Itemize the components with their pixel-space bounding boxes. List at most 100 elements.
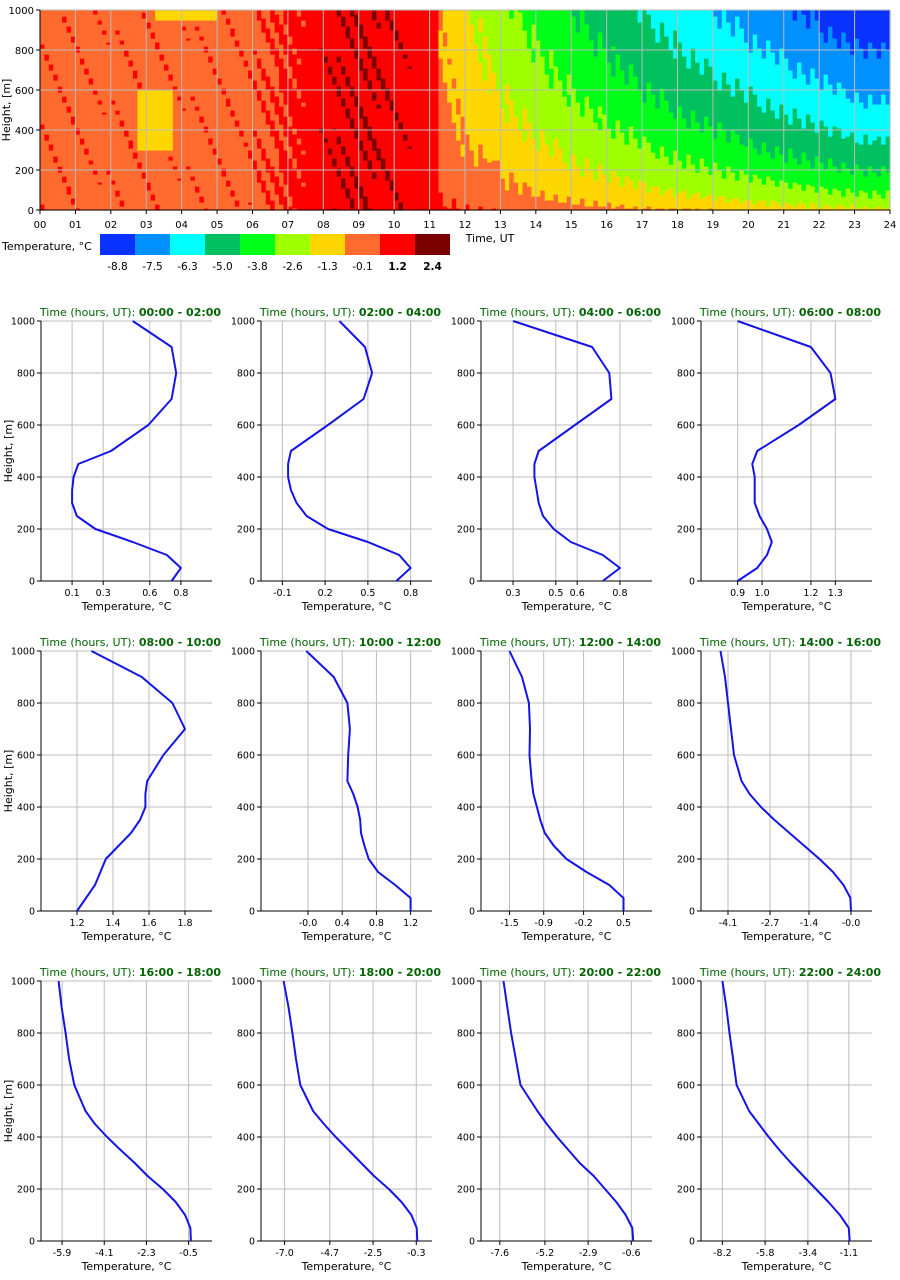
heatmap-cell <box>270 182 276 201</box>
heatmap-cell <box>828 26 834 85</box>
panel-ytick-label: 800 <box>457 369 475 380</box>
panel-ytick-label: 800 <box>457 1029 475 1040</box>
panel-title: Time (hours, UT): 18:00 - 20:00 <box>259 966 442 979</box>
heatmap-cell <box>380 78 386 91</box>
colorbar-swatch <box>205 234 240 255</box>
panel-title: Time (hours, UT): 10:00 - 12:00 <box>259 636 442 649</box>
heatmap-cell <box>739 202 745 211</box>
heatmap-cell <box>531 24 537 49</box>
heatmap-cell <box>664 10 670 37</box>
heatmap-cell <box>137 88 143 91</box>
heatmap-cell <box>411 10 417 211</box>
heatmap-cell <box>75 134 81 209</box>
heatmap-cell <box>194 20 200 27</box>
heatmap-cell <box>44 134 50 141</box>
colorbar-swatch <box>345 234 380 255</box>
panel-ytick-label: 200 <box>457 1185 475 1196</box>
profile-line <box>512 320 621 582</box>
heatmap-cell <box>296 144 302 171</box>
heatmap-cell <box>748 86 754 139</box>
heatmap-cell <box>597 118 603 131</box>
profile-panel: 0 200 400 600 800 1000 -1.5 -0.9 -0.2 0.5 Time (ho… <box>451 636 662 943</box>
panel-ytick-label: 1000 <box>11 977 35 988</box>
heatmap-cell <box>70 124 77 199</box>
panel-xtick-label: -0.2 <box>574 918 593 929</box>
heatmap-cell <box>119 200 125 207</box>
colorbar-tick-label: -1.3 <box>317 261 338 273</box>
heatmap-cell <box>256 138 262 149</box>
heatmap-cell <box>841 32 847 89</box>
heatmap-cell <box>580 10 586 117</box>
panel-ytick-label: 600 <box>457 1081 475 1092</box>
heatmap-cell <box>296 64 302 91</box>
heatmap-cell <box>203 126 209 133</box>
heatmap-cell <box>805 184 811 209</box>
heatmap-cell <box>403 54 409 59</box>
heatmap-cell <box>495 160 502 211</box>
heatmap-cell <box>119 120 125 127</box>
panel-ytick-label: 800 <box>17 699 35 710</box>
heatmap-cell <box>345 76 351 87</box>
heatmap-cell <box>274 10 280 15</box>
heatmap-cell <box>491 10 497 73</box>
heatmap-cell <box>292 168 298 209</box>
heatmap-cell <box>248 202 254 205</box>
heatmap-cell <box>363 36 369 49</box>
heatmap-cell <box>739 170 745 203</box>
heatmap-cell <box>57 86 63 93</box>
heatmap-cell <box>752 10 758 35</box>
panel-xtick-label: 0.3 <box>96 588 111 599</box>
panel-ytick-label: 800 <box>17 1029 35 1040</box>
heatmap-cell <box>717 10 723 29</box>
heatmap-cell <box>487 10 493 55</box>
panel-xtick-label: -1.1 <box>840 1248 859 1259</box>
heatmap-cell <box>345 166 351 189</box>
heatmap-cell <box>239 50 245 57</box>
heatmap-cell <box>155 150 161 205</box>
heatmap-cell <box>70 116 77 125</box>
heatmap-cell <box>478 206 484 211</box>
heatmap-cell <box>779 154 785 181</box>
heatmap-cell <box>199 40 205 117</box>
panel-ytick-label: 200 <box>17 525 35 536</box>
heatmap-cell <box>279 140 285 173</box>
heatmap-cell <box>261 68 267 81</box>
heatmap-cell <box>53 156 59 163</box>
profile-line <box>721 980 851 1242</box>
heatmap-cell <box>504 104 510 123</box>
heatmap-cell <box>739 90 745 145</box>
heatmap-cell <box>673 10 679 31</box>
heatmap-cell <box>146 22 152 29</box>
heatmap-cell <box>261 180 267 193</box>
heatmap-cell <box>349 176 355 199</box>
heatmap-cell <box>611 10 617 47</box>
panel-xtick-label: -4.1 <box>95 1248 114 1259</box>
panel-xtick-label: -7.6 <box>491 1248 510 1259</box>
heatmap-cell <box>155 50 161 91</box>
heatmap-cell <box>673 118 679 151</box>
heatmap-cell <box>225 10 231 19</box>
heatmap-cell <box>867 198 873 209</box>
heatmap-cell <box>726 84 732 143</box>
heatmap-cell <box>792 78 798 109</box>
heatmap-cell <box>190 176 196 181</box>
heatmap-cell <box>863 10 869 59</box>
heatmap-cell <box>172 86 178 91</box>
heatmap-cell <box>615 176 621 207</box>
heatmap-cell <box>451 198 457 211</box>
heatmap-cell <box>797 164 803 185</box>
heatmap-cell <box>124 10 130 51</box>
heatmap-cell <box>101 30 108 35</box>
panel-ytick-label: 200 <box>457 855 475 866</box>
heatmap-cell <box>872 140 878 173</box>
heatmap-cell <box>726 142 732 167</box>
heatmap-cell <box>504 10 510 85</box>
panel-ytick-label: 800 <box>17 369 35 380</box>
heatmap-cell <box>354 96 360 107</box>
heatmap-cell <box>270 200 276 211</box>
panel-xtick-label: -0.1 <box>273 588 292 599</box>
heatmap-cell <box>265 190 271 205</box>
panel-ytick-label: 1000 <box>11 317 35 328</box>
heatmap-cell <box>712 138 718 163</box>
panel-xtick-label: 0.5 <box>360 588 375 599</box>
